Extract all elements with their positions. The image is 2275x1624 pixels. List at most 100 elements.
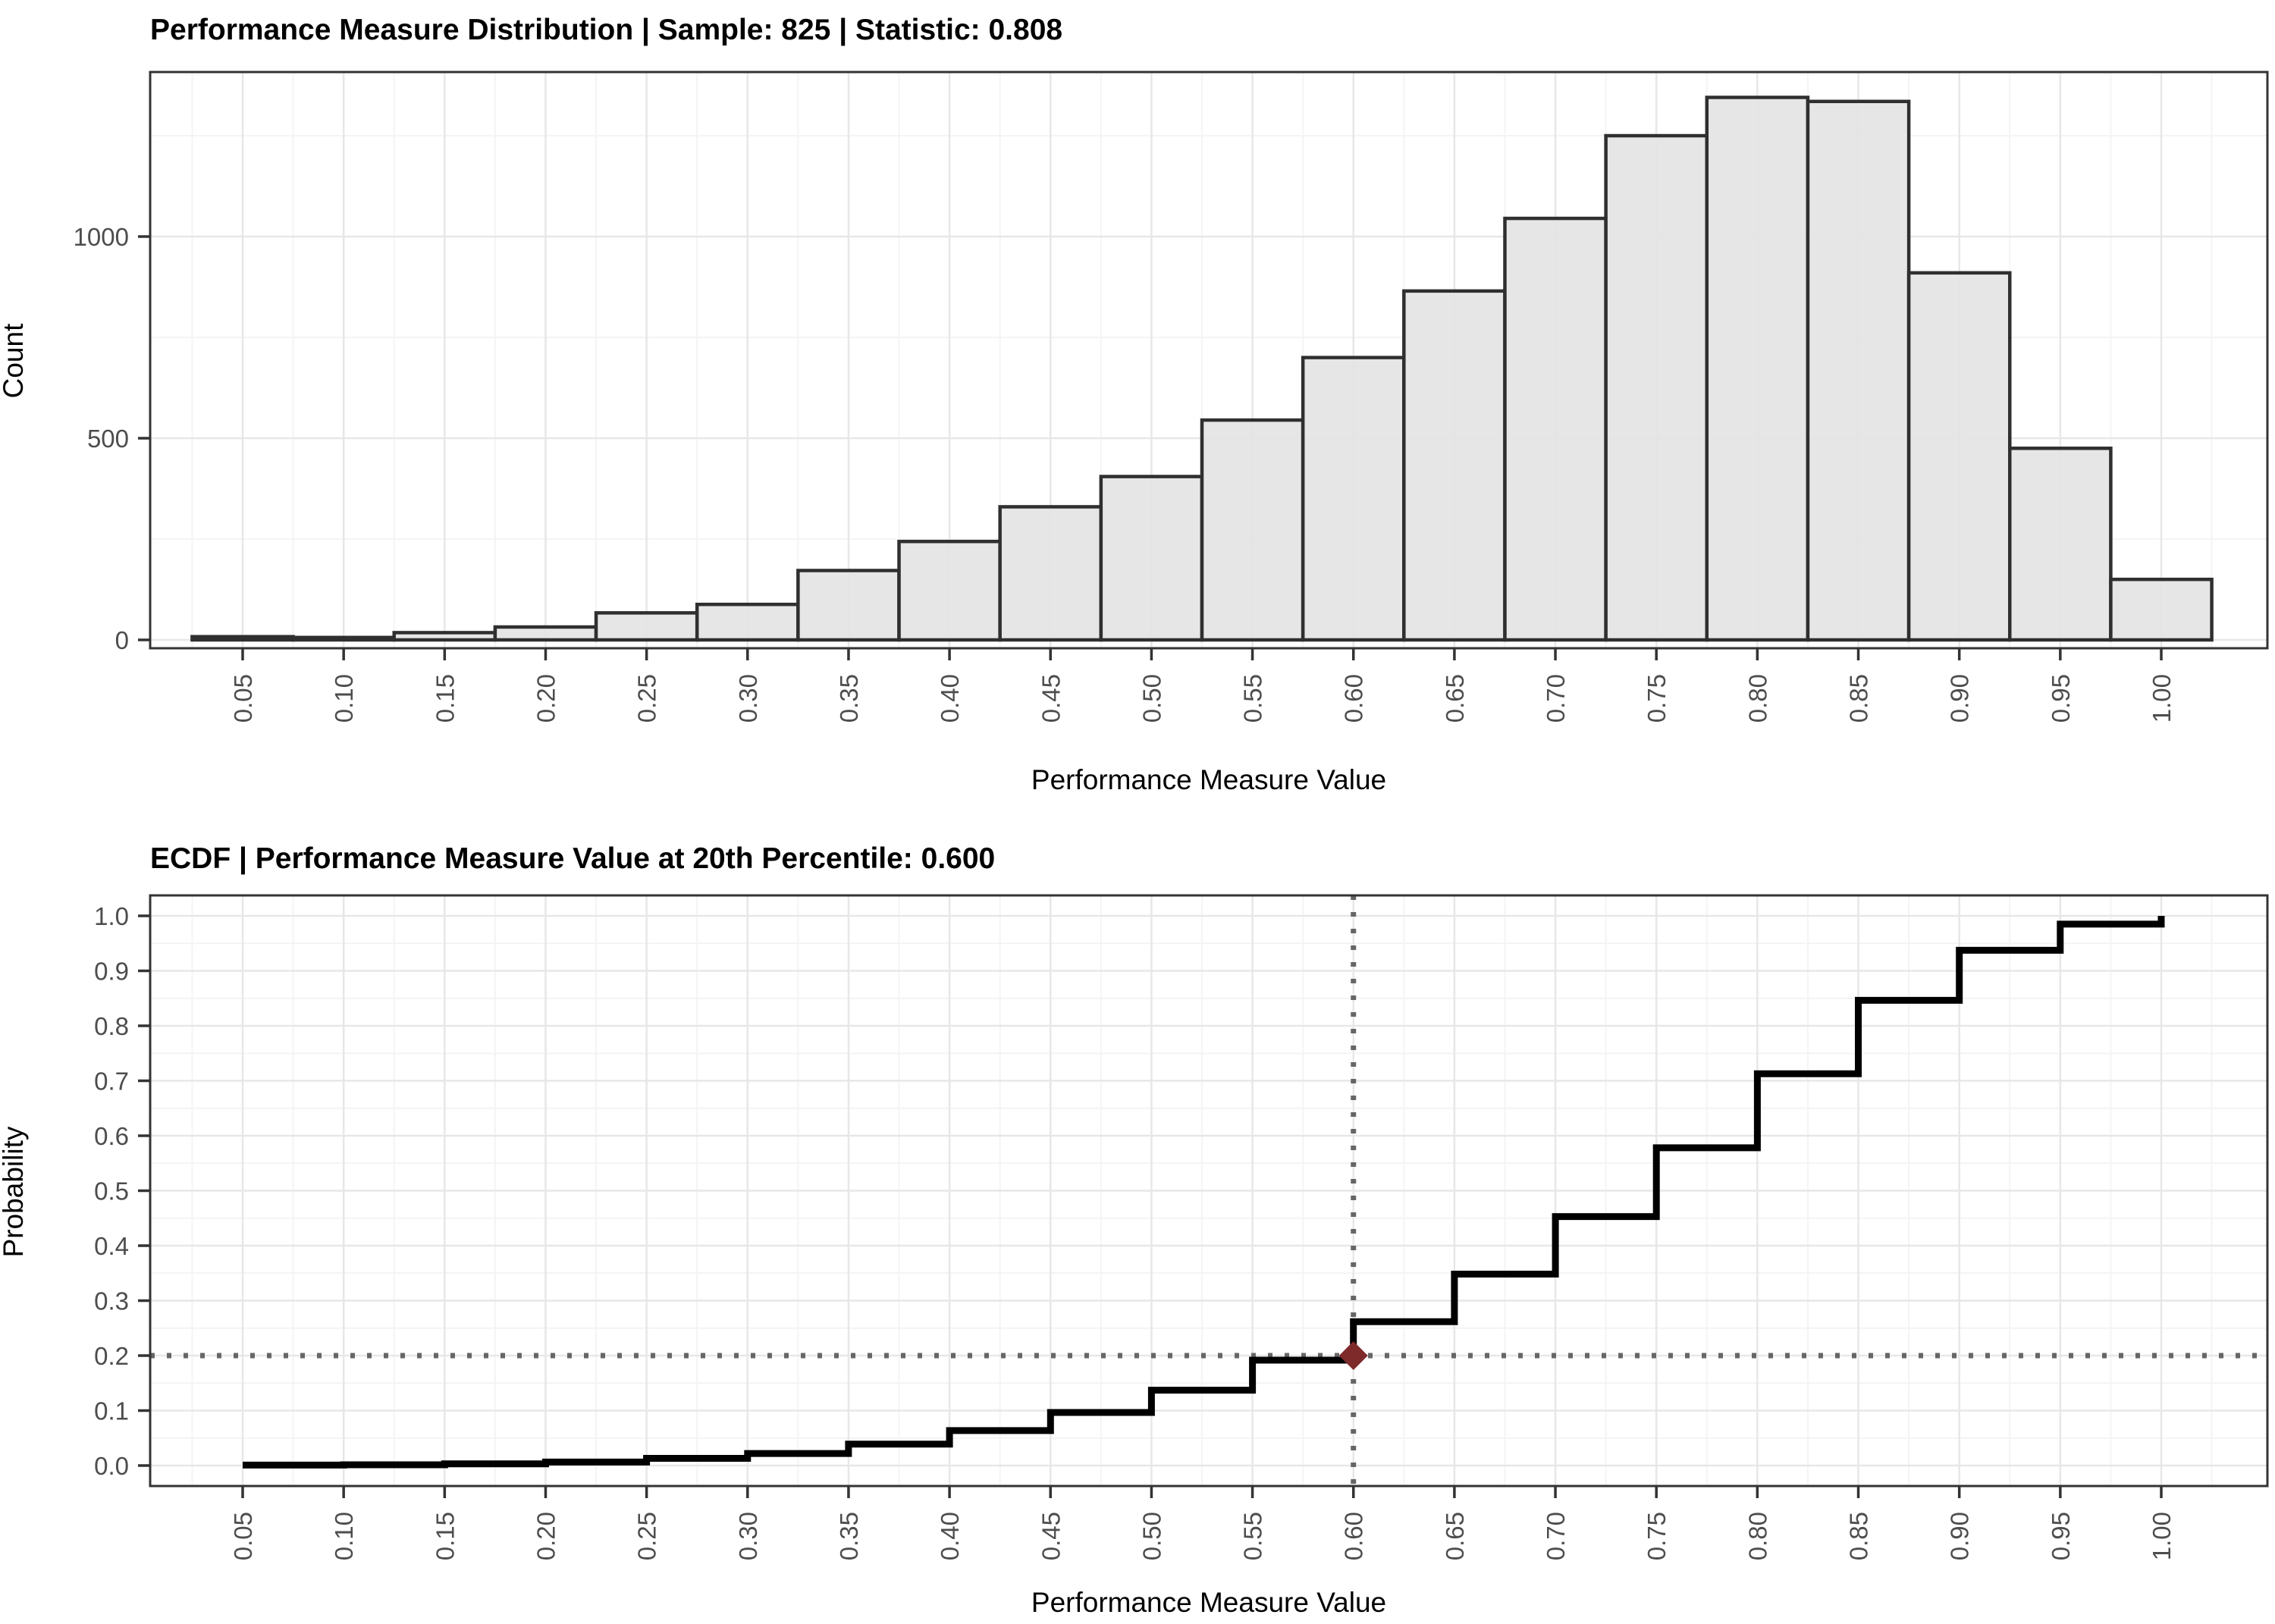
x-tick-label: 0.10: [330, 674, 358, 723]
x-tick-label: 0.25: [633, 1512, 661, 1560]
x-tick-label: 0.95: [2047, 1512, 2075, 1560]
y-tick-label: 0.3: [94, 1287, 129, 1315]
y-tick-label: 0.6: [94, 1122, 129, 1150]
histogram-chart: 0.05 0.10 0.15 0.20 0.25 0.30 0.35 0.40 0.45 0.50…: [74, 71, 2269, 723]
x-tick-label: 0.60: [1340, 674, 1368, 723]
x-tick-labels: 0.05 0.10 0.15 0.20 0.25 0.30 0.35 0.40 0.45 0.50…: [229, 1512, 2176, 1560]
x-tick-label: 0.50: [1138, 674, 1166, 723]
ecdf-title: ECDF | Performance Measure Value at 20th…: [150, 842, 996, 875]
histogram-x-axis-title: Performance Measure Value: [1031, 764, 1387, 795]
histogram-bar: [493, 625, 598, 642]
ecdf-step-line: [243, 916, 2165, 1469]
x-tick-label: 0.90: [1946, 1512, 1974, 1560]
x-tick-label: 0.45: [1037, 1512, 1065, 1560]
x-tick-label: 0.55: [1239, 1512, 1267, 1560]
x-tick-label: 0.65: [1441, 674, 1469, 723]
x-tick-label: 0.85: [1845, 674, 1873, 723]
ecdf-figure: 0.05 0.10 0.15 0.20 0.25 0.30 0.35 0.40 0.45 0.50…: [0, 812, 2275, 1624]
reference-lines: [150, 895, 2267, 1486]
y-axis-ticks: [138, 235, 150, 641]
x-axis-ticks: [241, 648, 2163, 660]
histogram-bar: [594, 611, 699, 642]
histogram-bars: [190, 96, 2214, 642]
y-tick-label: 0.7: [94, 1068, 129, 1096]
x-tick-label: 0.35: [835, 674, 863, 723]
x-tick-label: 0.10: [330, 1512, 358, 1560]
histogram-bar: [695, 602, 800, 642]
grid-major-horizontal: [150, 914, 2267, 1467]
histogram-bar: [1402, 289, 1507, 642]
y-axis-ticks: [138, 914, 150, 1467]
x-tick-label: 0.25: [633, 674, 661, 723]
x-tick-label: 0.45: [1037, 674, 1065, 723]
histogram-bar: [2109, 577, 2214, 642]
y-tick-label: 0.8: [94, 1012, 129, 1040]
y-tick-label: 0: [115, 626, 129, 654]
y-tick-label: 1.0: [94, 902, 129, 930]
x-tick-label: 0.35: [835, 1512, 863, 1560]
histogram-bar: [796, 569, 901, 642]
histogram-bar: [1200, 418, 1305, 642]
x-tick-label: 0.15: [431, 674, 459, 723]
histogram-bar: [1503, 216, 1608, 642]
x-tick-label: 0.75: [1643, 674, 1671, 723]
histogram-bar: [392, 631, 497, 642]
panel-border: [149, 71, 2269, 650]
grid-minor-horizontal: [150, 942, 2267, 1439]
x-tick-label: 1.00: [2148, 1512, 2176, 1560]
x-tick-label: 0.90: [1946, 674, 1974, 723]
x-tick-label: 0.05: [229, 1512, 257, 1560]
x-tick-label: 0.85: [1845, 1512, 1873, 1560]
y-tick-label: 0.4: [94, 1232, 129, 1260]
x-tick-label: 0.70: [1542, 674, 1570, 723]
x-tick-label: 0.20: [532, 1512, 560, 1560]
x-tick-label: 0.40: [936, 674, 964, 723]
y-tick-label: 500: [87, 425, 129, 453]
ecdf-y-axis-title: Probability: [0, 1126, 29, 1258]
x-tick-label: 0.70: [1542, 1512, 1570, 1560]
x-tick-label: 0.55: [1239, 674, 1267, 723]
histogram-bar: [1806, 99, 1911, 642]
histogram-figure: 0.05 0.10 0.15 0.20 0.25 0.30 0.35 0.40 0.45 0.50…: [0, 14, 2269, 795]
percentile-point: [1338, 1341, 1368, 1370]
y-tick-labels: 0 500 1000: [74, 223, 129, 654]
histogram-bar: [1705, 96, 1810, 642]
histogram-bar: [1301, 356, 1406, 642]
histogram-y-axis-title: Count: [0, 323, 29, 399]
histogram-bar: [1099, 475, 1204, 642]
histogram-bar: [2008, 447, 2113, 642]
x-tick-label: 0.75: [1643, 1512, 1671, 1560]
histogram-title: Performance Measure Distribution | Sampl…: [150, 14, 1063, 46]
x-tick-label: 0.50: [1138, 1512, 1166, 1560]
x-tick-label: 0.40: [936, 1512, 964, 1560]
y-tick-label: 1000: [74, 223, 129, 251]
histogram-bar: [998, 505, 1103, 642]
x-tick-label: 0.15: [431, 1512, 459, 1560]
x-tick-label: 0.80: [1743, 1512, 1771, 1560]
y-tick-label: 0.2: [94, 1342, 129, 1370]
y-tick-label: 0.5: [94, 1177, 129, 1205]
ecdf-chart: 0.05 0.10 0.15 0.20 0.25 0.30 0.35 0.40 0.45 0.50…: [94, 894, 2269, 1560]
histogram-bar: [1604, 133, 1709, 642]
x-tick-labels: 0.05 0.10 0.15 0.20 0.25 0.30 0.35 0.40 0.45 0.50…: [229, 674, 2176, 723]
histogram-bar: [190, 635, 295, 642]
x-tick-label: 0.20: [532, 674, 560, 723]
y-tick-labels: 0.0 0.1 0.2 0.3 0.4 0.5 0.6 0.7 0.8 0.9 1.0: [94, 902, 129, 1480]
y-tick-label: 0.9: [94, 958, 129, 986]
y-tick-label: 0.1: [94, 1397, 129, 1425]
x-tick-label: 0.30: [734, 674, 762, 723]
ecdf-x-axis-title: Performance Measure Value: [1031, 1587, 1387, 1618]
x-tick-label: 0.05: [229, 674, 257, 723]
histogram-bar: [291, 635, 396, 642]
histogram-bar: [1906, 271, 2012, 642]
x-tick-label: 0.65: [1441, 1512, 1469, 1560]
histogram-bar: [897, 539, 1002, 642]
x-tick-label: 0.60: [1340, 1512, 1368, 1560]
x-tick-label: 0.30: [734, 1512, 762, 1560]
x-axis-ticks: [241, 1486, 2163, 1498]
x-tick-label: 1.00: [2148, 674, 2176, 723]
x-tick-label: 0.80: [1743, 674, 1771, 723]
x-tick-label: 0.95: [2047, 674, 2075, 723]
y-tick-label: 0.0: [94, 1452, 129, 1480]
